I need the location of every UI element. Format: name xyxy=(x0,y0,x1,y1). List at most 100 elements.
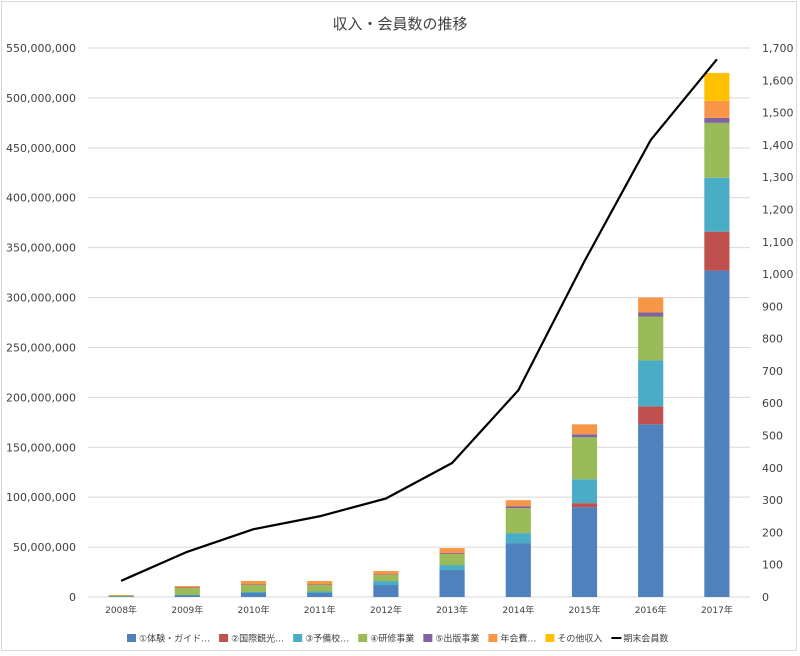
left-tick-label: 200,000,000 xyxy=(6,391,76,404)
right-tick-label: 400 xyxy=(762,462,783,475)
right-tick-label: 1,400 xyxy=(762,139,794,152)
bar-segment xyxy=(373,585,399,597)
legend-swatch xyxy=(127,634,136,642)
x-tick-label: 2009年 xyxy=(171,604,203,616)
legend-swatch xyxy=(545,634,555,642)
bar-segment xyxy=(240,584,267,586)
bar-segment xyxy=(307,584,333,586)
x-tick-label: 2011年 xyxy=(304,604,336,616)
legend: ①体験・ガイド… ②国際観光… ③予備校… ④研修事業 ⑤出版事業 年会費… その他収入 期末… xyxy=(127,633,668,645)
right-tick-label: 1,000 xyxy=(762,268,794,281)
bar-segment xyxy=(439,553,465,555)
bar-segment xyxy=(571,424,598,435)
bar-segment xyxy=(108,596,134,598)
x-tick-label: 2013年 xyxy=(436,604,468,616)
bar-segment xyxy=(704,117,730,123)
left-tick-label: 400,000,000 xyxy=(6,192,76,205)
right-tick-label: 300 xyxy=(762,494,783,507)
bar-segment xyxy=(240,593,267,597)
bar-segment xyxy=(174,587,200,589)
bar-segment xyxy=(307,581,333,585)
left-axis: 0 50,000,000 100,000,000 150,000,000 200,000… xyxy=(6,42,76,604)
bar-segment xyxy=(638,424,664,597)
bar-segment xyxy=(638,297,664,313)
bar-segment xyxy=(505,543,531,597)
bar-segment xyxy=(373,581,399,586)
x-tick-label: 2017年 xyxy=(701,604,733,616)
right-tick-label: 1,500 xyxy=(762,107,794,120)
right-tick-label: 0 xyxy=(762,591,769,604)
x-tick-label: 2014年 xyxy=(502,604,534,616)
right-tick-label: 1,300 xyxy=(762,171,794,184)
bar-segment xyxy=(571,503,598,508)
bar-segment xyxy=(373,571,399,575)
right-tick-label: 700 xyxy=(762,365,783,378)
bar-segment xyxy=(307,593,333,597)
bar-segment xyxy=(638,312,664,317)
right-tick-label: 800 xyxy=(762,333,783,346)
bar-segment xyxy=(174,595,200,596)
bar-segment xyxy=(174,586,200,588)
right-tick-label: 100 xyxy=(762,559,783,572)
bar-segment xyxy=(638,316,664,361)
bar-segment xyxy=(307,585,333,592)
right-tick-label: 600 xyxy=(762,397,783,410)
stacked-bars xyxy=(108,72,730,598)
x-tick-label: 2008年 xyxy=(105,604,137,616)
left-tick-label: 500,000,000 xyxy=(6,92,76,105)
left-tick-label: 550,000,000 xyxy=(6,42,76,55)
bar-segment xyxy=(704,270,730,597)
left-tick-label: 300,000,000 xyxy=(6,292,76,305)
bar-segment xyxy=(307,591,333,594)
line-path xyxy=(120,58,718,582)
legend-label: その他収入 xyxy=(557,633,602,645)
legend-label: ③予備校… xyxy=(305,633,349,645)
right-tick-label: 200 xyxy=(762,526,783,539)
legend-label: 期末会員数 xyxy=(623,633,668,645)
bar-segment xyxy=(373,574,399,576)
bar-segment xyxy=(571,507,598,597)
x-tick-label: 2016年 xyxy=(635,604,667,616)
bar-segment xyxy=(704,177,730,232)
bar-segment xyxy=(638,360,664,407)
bar-segment xyxy=(240,592,267,594)
bar-segment xyxy=(571,434,598,438)
bar-segment xyxy=(174,595,200,597)
bar-segment xyxy=(571,437,598,480)
legend-swatch xyxy=(293,634,303,642)
legend-swatch xyxy=(488,634,498,642)
right-tick-label: 900 xyxy=(762,300,783,313)
right-tick-label: 1,200 xyxy=(762,203,794,216)
bar-segment xyxy=(240,581,267,585)
legend-label: ④研修事業 xyxy=(370,633,414,645)
right-axis: 0 100 200 300 400 500 600 700 800 900 1,000 1,100 1,… xyxy=(762,42,794,604)
legend-swatch xyxy=(219,634,229,642)
x-axis: 2008年 2009年 2010年 2011年 2012年 2013年 2014年 2015年… xyxy=(105,604,733,616)
left-tick-label: 150,000,000 xyxy=(6,441,76,454)
bar-segment xyxy=(439,554,465,566)
legend-label: ⑤出版事業 xyxy=(435,633,479,645)
left-tick-label: 450,000,000 xyxy=(6,142,76,155)
left-tick-label: 250,000,000 xyxy=(6,341,76,354)
bar-segment xyxy=(704,100,730,118)
bar-segment xyxy=(240,585,267,593)
legend-label: ①体験・ガイド… xyxy=(139,633,210,645)
legend-label: 年会費… xyxy=(500,633,536,645)
bar-segment xyxy=(505,500,531,507)
right-tick-label: 1,700 xyxy=(762,42,794,55)
right-tick-label: 500 xyxy=(762,430,783,443)
bar-segment xyxy=(439,565,465,571)
bar-segment xyxy=(174,588,200,596)
x-tick-label: 2010年 xyxy=(238,604,270,616)
left-tick-label: 350,000,000 xyxy=(6,242,76,255)
legend-swatch xyxy=(423,634,433,642)
bar-segment xyxy=(638,406,664,425)
bar-segment xyxy=(373,575,399,582)
bar-segment xyxy=(704,122,730,178)
legend-label: ②国際観光… xyxy=(231,633,284,645)
left-tick-label: 50,000,000 xyxy=(13,541,76,554)
bar-segment xyxy=(571,479,598,504)
x-tick-label: 2015年 xyxy=(569,604,601,616)
